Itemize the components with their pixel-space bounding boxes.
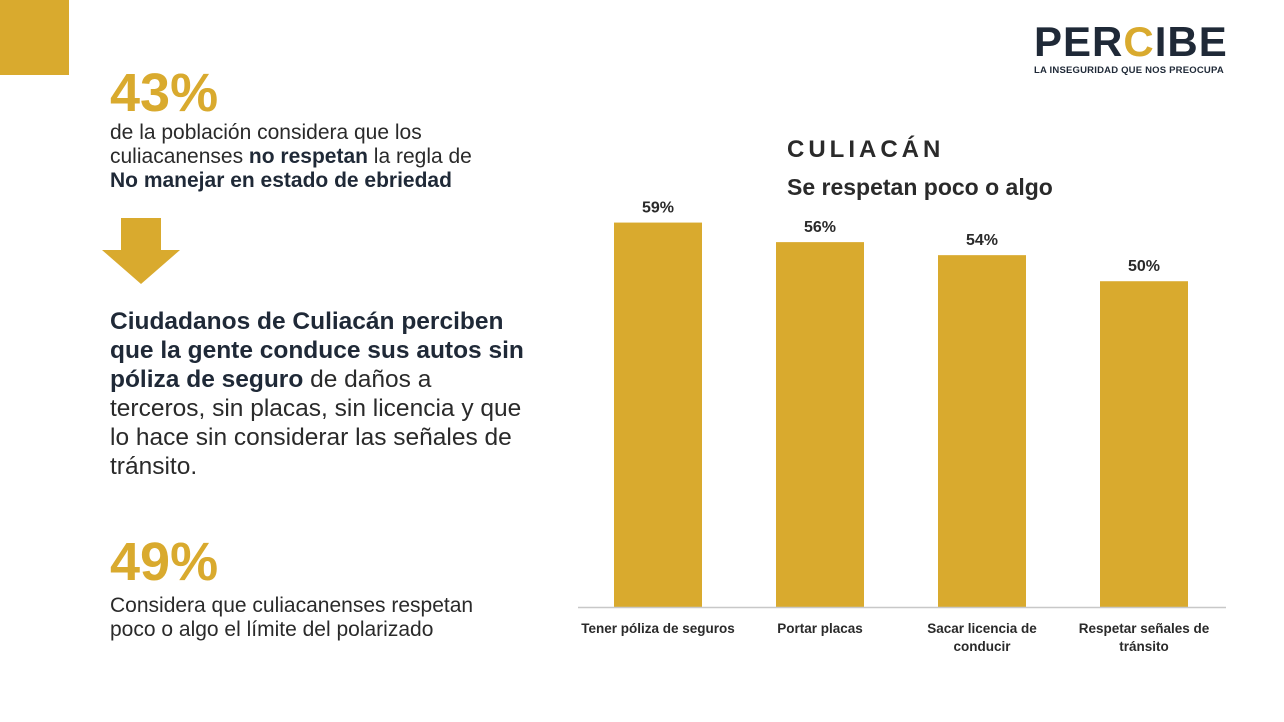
category-label-2-0: Sacar licencia de: [927, 621, 1037, 636]
category-label-1-0: Portar placas: [777, 621, 863, 636]
data-label-2: 54%: [966, 232, 998, 249]
bar-2: [938, 255, 1026, 607]
stat2-description: Considera que culiacanenses respetan poc…: [110, 594, 474, 641]
lead-paragraph: Ciudadanos de Culiacán perciben que la g…: [110, 308, 524, 480]
stat-49-percent: 49%: [110, 532, 219, 592]
bar-chart: 59% Tener póliza de seguros 56% Portar plac…: [578, 200, 1226, 654]
bar-3: [1100, 281, 1188, 607]
data-label-1: 56%: [804, 219, 836, 236]
logo-tagline: LA INSEGURIDAD QUE NOS PREOCUPA: [1034, 65, 1224, 76]
chart-title: CULIACÁN: [787, 136, 945, 163]
bar-1: [776, 242, 864, 607]
stat1-description: de la población considera que los culiac…: [110, 121, 472, 192]
category-label-0-0: Tener póliza de seguros: [581, 621, 735, 636]
percibe-logo: PERCIBE LA INSEGURIDAD QUE NOS PREOCUPA: [1034, 18, 1234, 77]
corner-accent-block: [0, 0, 69, 75]
chart-subtitle: Se respetan poco o algo: [787, 174, 1053, 200]
stat-43-percent: 43%: [110, 63, 219, 123]
category-label-3-1: tránsito: [1119, 639, 1169, 654]
category-label-3-0: Respetar señales de: [1079, 621, 1210, 636]
bar-0: [614, 222, 702, 607]
data-label-3: 50%: [1128, 258, 1160, 275]
down-arrow-icon: [102, 218, 180, 284]
category-label-2-1: conducir: [953, 639, 1011, 654]
chart-header: CULIACÁN Se respetan poco o algo: [787, 136, 1053, 201]
data-label-0: 59%: [642, 200, 674, 217]
logo-wordmark: PERCIBE: [1034, 18, 1228, 65]
